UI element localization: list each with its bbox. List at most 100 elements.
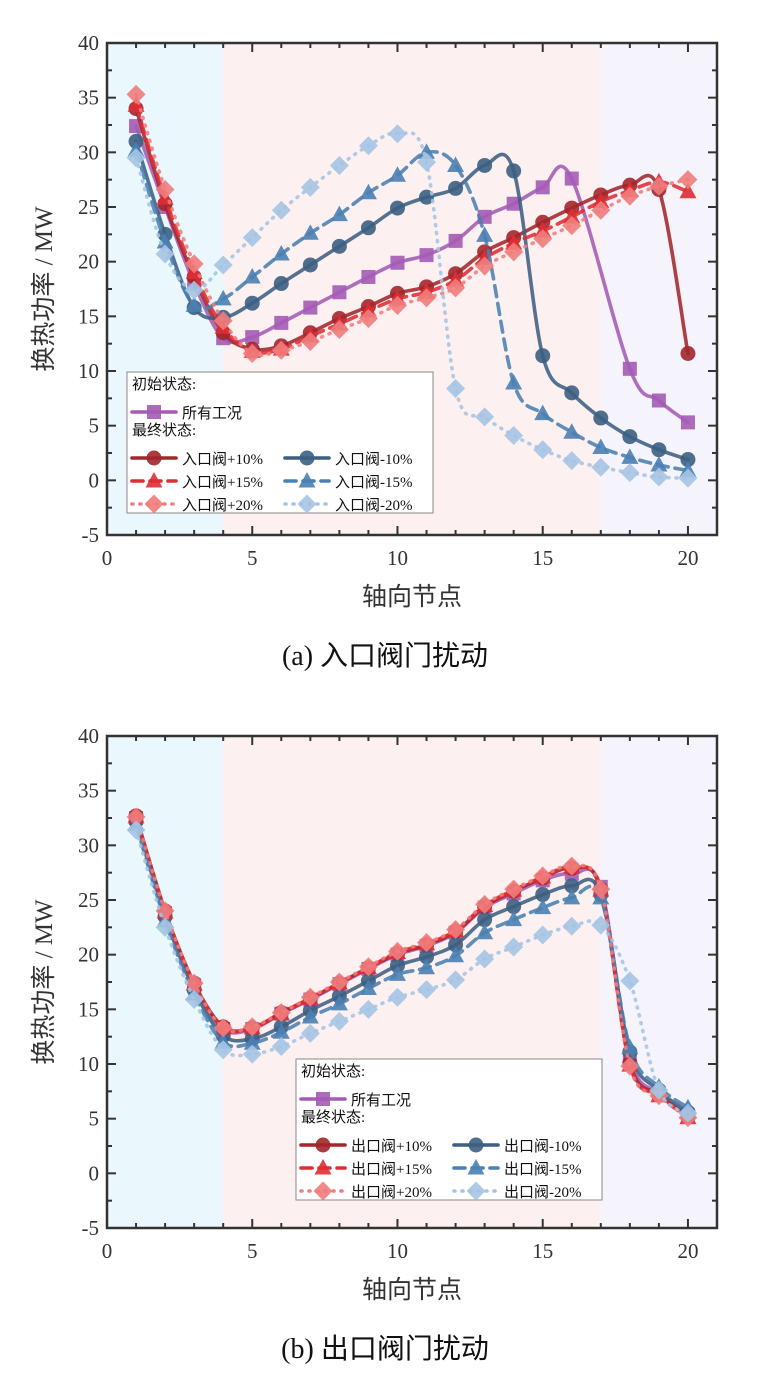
x-tick-label: 5: [247, 1239, 258, 1263]
data-point: [591, 915, 611, 935]
data-point: [242, 344, 262, 364]
chart-caption: (b) 出口阀门扰动: [281, 1333, 489, 1365]
data-point: [387, 124, 407, 144]
legend-marker: [314, 1159, 332, 1175]
x-tick-label: 5: [247, 546, 258, 570]
data-point: [271, 340, 291, 360]
data-point: [329, 972, 349, 992]
data-point: [360, 220, 376, 236]
legend-item: 入口阀+20%: [130, 494, 263, 514]
data-point: [388, 965, 406, 981]
data-point: [475, 256, 495, 276]
legend-item: 出口阀+20%: [299, 1181, 432, 1201]
data-point: [418, 143, 436, 159]
data-point: [387, 987, 407, 1007]
data-point: [620, 1056, 640, 1076]
data-point: [271, 1037, 291, 1057]
data-point: [418, 958, 436, 975]
legend-marker: [315, 1137, 331, 1153]
data-point: [214, 289, 232, 306]
data-point: [387, 941, 407, 961]
data-point: [562, 216, 582, 236]
data-point: [678, 468, 698, 488]
data-point: [274, 315, 289, 330]
data-point: [564, 878, 580, 894]
data-point: [564, 385, 580, 401]
data-point: [533, 925, 553, 945]
legend-label: 入口阀-10%: [335, 451, 413, 468]
y-tick-label: 40: [78, 31, 99, 55]
data-point: [621, 448, 639, 464]
y-tick-label: 5: [89, 1107, 100, 1131]
data-point: [243, 1034, 261, 1050]
data-point: [213, 311, 233, 331]
data-point: [504, 879, 524, 899]
legend-label: 所有工况: [351, 1092, 411, 1109]
x-tick-label: 20: [677, 546, 698, 570]
legend-marker: [466, 1181, 486, 1201]
data-point: [300, 987, 320, 1007]
data-point: [272, 245, 290, 261]
data-point: [213, 1040, 233, 1060]
data-point: [329, 155, 349, 175]
data-point: [504, 426, 524, 446]
y-tick-label: 10: [78, 359, 99, 383]
data-point: [505, 374, 523, 390]
data-point: [329, 319, 349, 339]
legend-item: 入口阀+15%: [130, 472, 263, 491]
data-point: [592, 438, 610, 455]
y-tick-label: 25: [78, 195, 99, 219]
legend-item: 入口阀-15%: [283, 472, 413, 491]
data-point: [300, 331, 320, 351]
data-point: [651, 442, 667, 458]
y-tick-label: 40: [78, 724, 99, 748]
data-point: [620, 971, 640, 991]
data-point: [242, 1044, 262, 1064]
legend-item: 所有工况: [130, 405, 242, 422]
data-point: [591, 200, 611, 220]
data-point: [476, 226, 494, 242]
data-point: [651, 393, 666, 408]
data-point: [620, 463, 640, 483]
data-point: [563, 423, 581, 439]
chart-caption: (a) 入口阀门扰动: [282, 640, 488, 672]
data-point: [504, 937, 524, 957]
data-point: [243, 267, 261, 284]
y-tick-label: -5: [82, 1216, 100, 1240]
data-point: [591, 457, 611, 477]
legend-label: 出口阀+10%: [351, 1138, 432, 1155]
data-point: [447, 946, 465, 963]
data-point: [593, 410, 609, 426]
x-tick-label: 10: [387, 1239, 408, 1263]
y-tick-label: 5: [89, 414, 100, 438]
data-point: [184, 989, 204, 1009]
data-point: [359, 979, 377, 996]
legend-heading: 初始状态:: [301, 1063, 365, 1080]
data-point: [300, 1023, 320, 1043]
legend-marker: [313, 1181, 333, 1201]
data-point: [562, 856, 582, 876]
data-point: [476, 923, 494, 940]
data-point: [533, 229, 553, 249]
data-point: [680, 415, 695, 430]
data-point: [446, 378, 466, 398]
data-point: [563, 888, 581, 905]
data-point: [358, 957, 378, 977]
data-point: [330, 205, 348, 222]
data-point: [534, 404, 552, 421]
data-point: [447, 156, 465, 172]
legend-label: 入口阀+15%: [182, 474, 263, 491]
data-point: [650, 456, 668, 472]
data-point: [303, 300, 318, 315]
legend-item: 出口阀-20%: [452, 1181, 582, 1201]
legend-label: 出口阀-15%: [504, 1161, 582, 1178]
y-tick-label: 20: [78, 943, 99, 967]
legend-marker: [467, 1159, 485, 1175]
y-tick-label: 0: [89, 1161, 100, 1185]
data-point: [533, 866, 553, 886]
data-point: [271, 200, 291, 220]
data-point: [358, 136, 378, 156]
legend-box: [295, 1058, 603, 1201]
x-tick-label: 15: [532, 546, 553, 570]
